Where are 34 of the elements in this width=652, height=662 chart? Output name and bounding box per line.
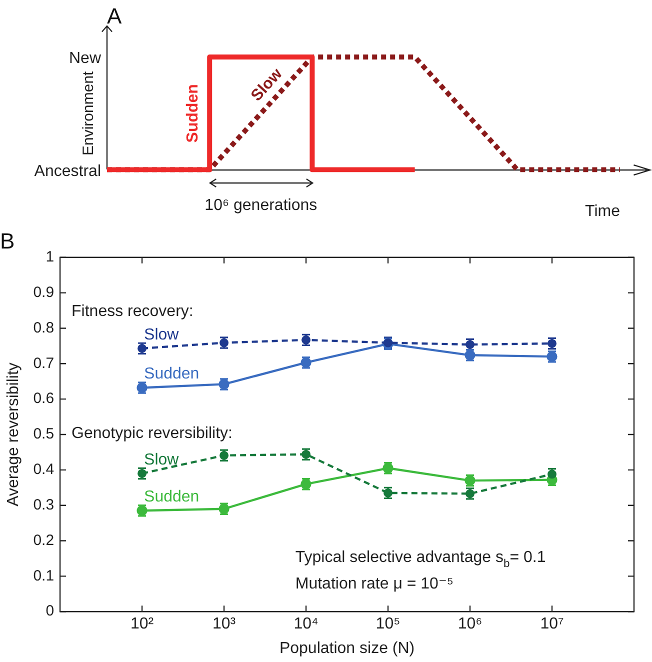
x-tick-label: 10⁴ xyxy=(294,616,318,633)
text: New xyxy=(68,50,102,67)
y-tick-label: 0.7 xyxy=(33,354,54,372)
chart-title: B xyxy=(0,228,15,254)
x-tick-label: 10⁷ xyxy=(540,616,564,633)
text: Sudden xyxy=(184,84,202,143)
x-tick-label: 10³ xyxy=(212,616,236,633)
y-tick-label: 0.5 xyxy=(33,426,54,443)
y-tick-label: 0.6 xyxy=(33,390,54,408)
y-tick-label: 1 xyxy=(46,248,54,266)
series-label: Sudden xyxy=(144,366,200,383)
y-tick-label: 0.4 xyxy=(33,461,54,478)
y-tick-label: 0.8 xyxy=(33,319,54,336)
x-tick-label: 10⁵ xyxy=(376,616,400,633)
series-label: Slow xyxy=(144,326,180,344)
y-tick-label: 0.2 xyxy=(33,532,54,549)
y-tick-label: 0 xyxy=(46,602,54,620)
y-axis-title: Environment xyxy=(80,70,97,156)
y-tick-label: 0.1 xyxy=(33,567,54,584)
y-tick-label: 0.3 xyxy=(33,496,54,514)
x-axis-title: Population size (N) xyxy=(279,640,415,657)
text: Ancestral xyxy=(34,162,102,180)
text: 10⁶ generations xyxy=(204,196,318,214)
series-label: Sudden xyxy=(144,488,200,506)
annotation: Mutation rate μ = 10⁻⁵ xyxy=(295,576,454,593)
series-label: Slow xyxy=(144,451,180,468)
x-axis-title: Time xyxy=(585,202,620,220)
chart-title: A xyxy=(107,3,122,28)
annotation: Fitness recovery: xyxy=(72,302,194,320)
x-tick-label: 10⁶ xyxy=(458,616,482,633)
annotation: Genotypic reversibility: xyxy=(72,425,232,442)
y-axis-title: Average reversibility xyxy=(5,362,22,506)
y-tick-label: 0.9 xyxy=(33,284,54,301)
x-tick-label: 10² xyxy=(130,616,154,633)
